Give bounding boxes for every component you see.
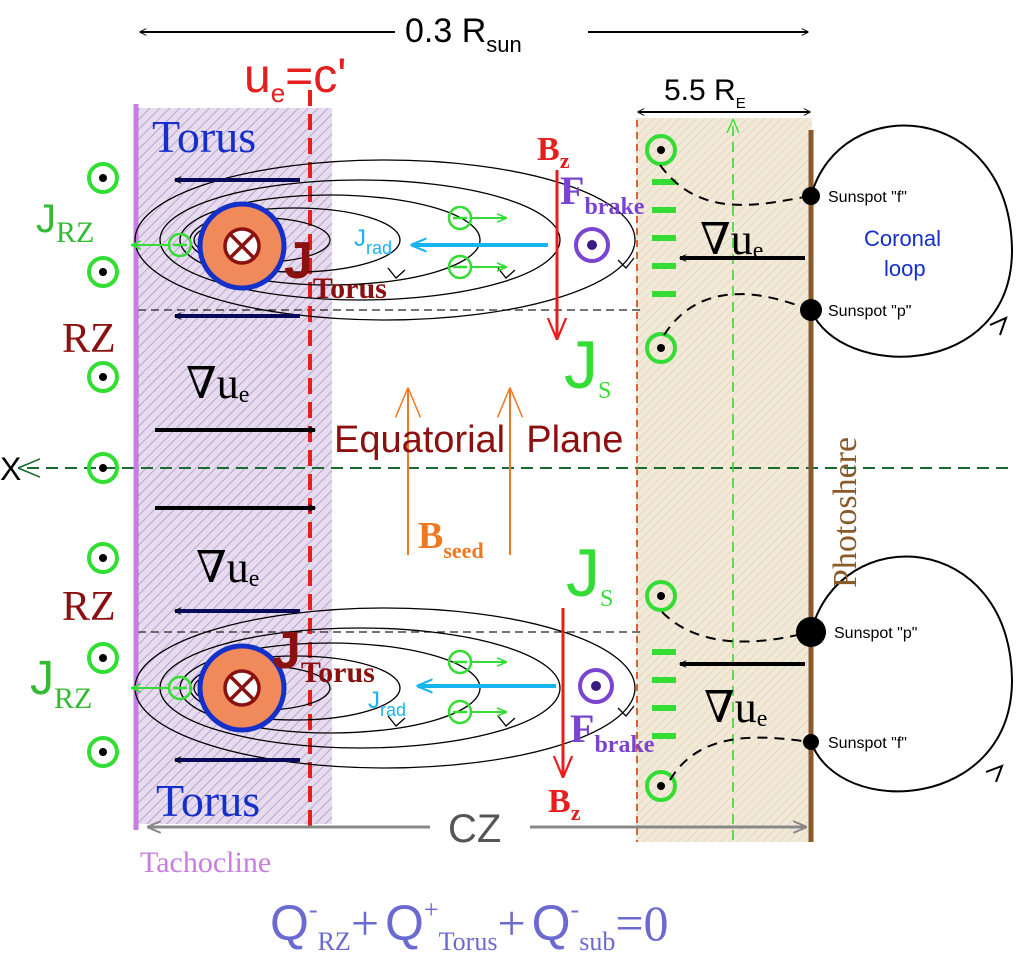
sunspot-p-label-lower: Sunspot "p" — [834, 625, 917, 642]
equatorial-plane-label: Equatorial Plane — [334, 419, 623, 461]
ue-equals-c-label: ue=c' — [244, 50, 346, 108]
loop-direction-arrow — [617, 705, 635, 717]
rz-label-upper: RZ — [62, 316, 116, 362]
negative-charge-icon — [167, 675, 193, 701]
flux-tube-curve — [663, 293, 811, 336]
coronal-loop-upper — [810, 124, 1014, 358]
coronal-loop-label-line1: Coronal — [864, 226, 941, 251]
f-brake-label-lower: Fbrake — [570, 706, 655, 758]
current-out-of-page-icon — [87, 256, 119, 288]
grad-ue-label-right-lower: ∇ue — [704, 683, 767, 732]
current-out-of-page-icon — [87, 452, 119, 484]
bz-label-upper: Bz — [537, 131, 570, 173]
grad-ue-label-left-lower: ∇ue — [196, 543, 259, 592]
current-out-of-page-icon — [645, 134, 677, 166]
flux-tube-curve — [669, 736, 811, 781]
negative-charge-icon — [447, 254, 473, 280]
rz-label-lower: RZ — [62, 584, 116, 630]
current-out-of-page-icon — [87, 162, 119, 194]
sunspot-f-upper — [802, 187, 820, 205]
current-out-of-page-icon — [87, 642, 119, 674]
lower-torus-core — [197, 643, 287, 733]
f-brake-label-upper: Fbrake — [560, 168, 645, 220]
sunspot-f-label-lower: Sunspot "f" — [828, 735, 907, 752]
coronal-loop-arrow — [985, 764, 1004, 783]
brake-force-icon — [574, 227, 610, 263]
current-out-of-page-icon — [87, 736, 119, 768]
j-s-label-upper: JS — [564, 327, 611, 404]
field-loop — [179, 194, 481, 286]
tachocline-label: Tachocline — [140, 846, 271, 879]
grad-ue-label-right-upper: ∇ue — [700, 215, 763, 264]
sunspot-f-lower — [803, 734, 819, 750]
grad-ue-label-left-upper: ∇ue — [186, 359, 249, 408]
field-loop — [159, 179, 561, 301]
upper-torus-core — [197, 201, 287, 291]
negative-charge-icon — [447, 649, 473, 675]
x-axis-label: X — [0, 451, 21, 487]
b-seed-label: Bseed — [418, 515, 484, 563]
sunspot-p-label-upper: Sunspot "p" — [828, 303, 911, 320]
coronal-loop-label-line2: loop — [884, 256, 926, 281]
j-torus-label-lower: JTorus — [272, 622, 375, 689]
torus-label-upper: Torus — [152, 111, 256, 162]
j-s-label-lower: JS — [566, 535, 613, 612]
brake-force-icon — [578, 668, 614, 704]
loop-direction-arrow — [387, 715, 406, 727]
loop-direction-arrow — [617, 257, 635, 269]
width-sun-label: 0.3 Rsun — [405, 12, 522, 57]
sunspot-p-upper — [800, 299, 822, 321]
j-rz-label-upper: JRZ — [36, 197, 94, 249]
current-out-of-page-icon — [87, 361, 119, 393]
current-out-of-page-icon — [645, 332, 677, 364]
j-rad-label-upper: Jrad — [354, 225, 392, 258]
flux-tube-curve — [661, 611, 811, 643]
coronal-loop-lower — [810, 555, 1014, 793]
negative-charge-icon — [447, 699, 473, 725]
torus-label-lower: Torus — [156, 775, 260, 826]
energy-balance-equation: Q-RZ+ Q+Torus+ Q-sub=0 — [270, 895, 669, 956]
sunspot-p-lower — [796, 617, 826, 647]
negative-charge-icon — [167, 232, 193, 258]
current-out-of-page-icon — [645, 580, 677, 612]
loop-direction-arrow — [497, 715, 516, 727]
cz-label: CZ — [448, 807, 501, 851]
photosphere-label: Photoshere — [827, 437, 864, 588]
j-torus-label-upper: JTorus — [284, 232, 387, 305]
sunspot-f-label-upper: Sunspot "f" — [828, 189, 907, 206]
loop-direction-arrow — [497, 267, 516, 279]
negative-charge-icon — [447, 205, 473, 231]
current-out-of-page-icon — [645, 770, 677, 802]
j-rad-label-lower: Jrad — [368, 687, 406, 720]
width-earth-label: 5.5 RE — [664, 74, 746, 112]
flux-tube-curve — [659, 164, 811, 206]
coronal-loop-arrow — [989, 316, 1008, 336]
j-rz-label-lower: JRZ — [30, 652, 92, 715]
bz-label-lower: Bz — [548, 783, 581, 825]
loop-direction-arrow — [387, 267, 406, 279]
field-loop — [134, 159, 636, 321]
current-out-of-page-icon — [87, 542, 119, 574]
